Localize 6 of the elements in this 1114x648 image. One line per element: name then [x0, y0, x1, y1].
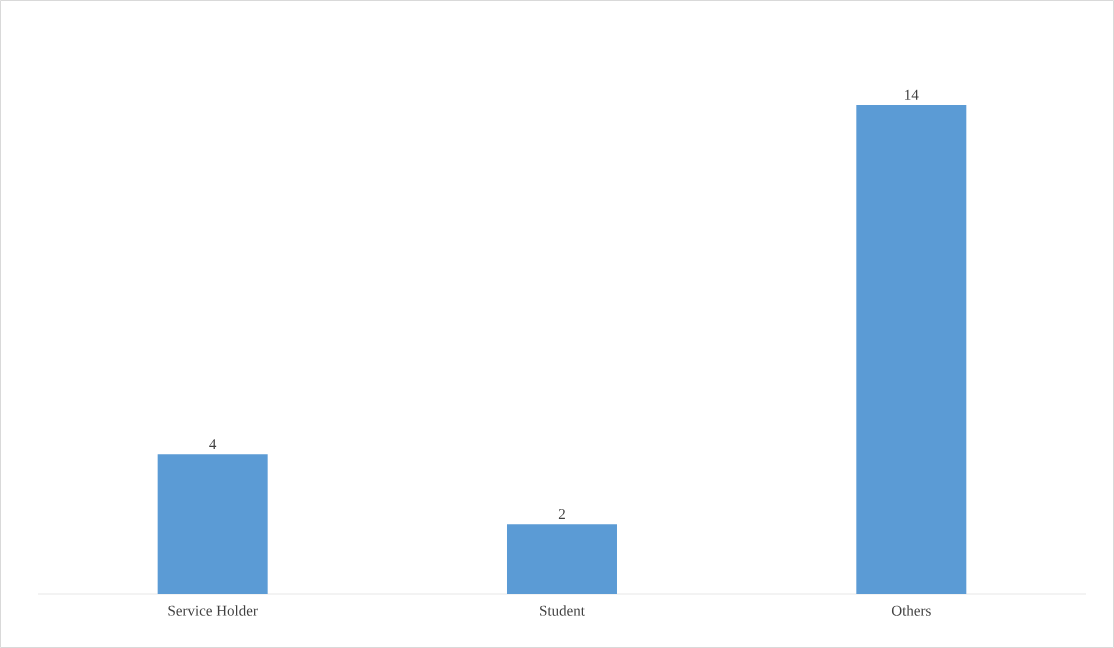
data-label: 2	[558, 509, 565, 519]
x-tick-label: Student	[540, 605, 585, 616]
x-tick-label: Service Holder	[168, 605, 258, 616]
data-label: 14	[905, 89, 919, 100]
x-tick-label: Others	[891, 605, 931, 616]
data-label: 4	[209, 439, 217, 450]
